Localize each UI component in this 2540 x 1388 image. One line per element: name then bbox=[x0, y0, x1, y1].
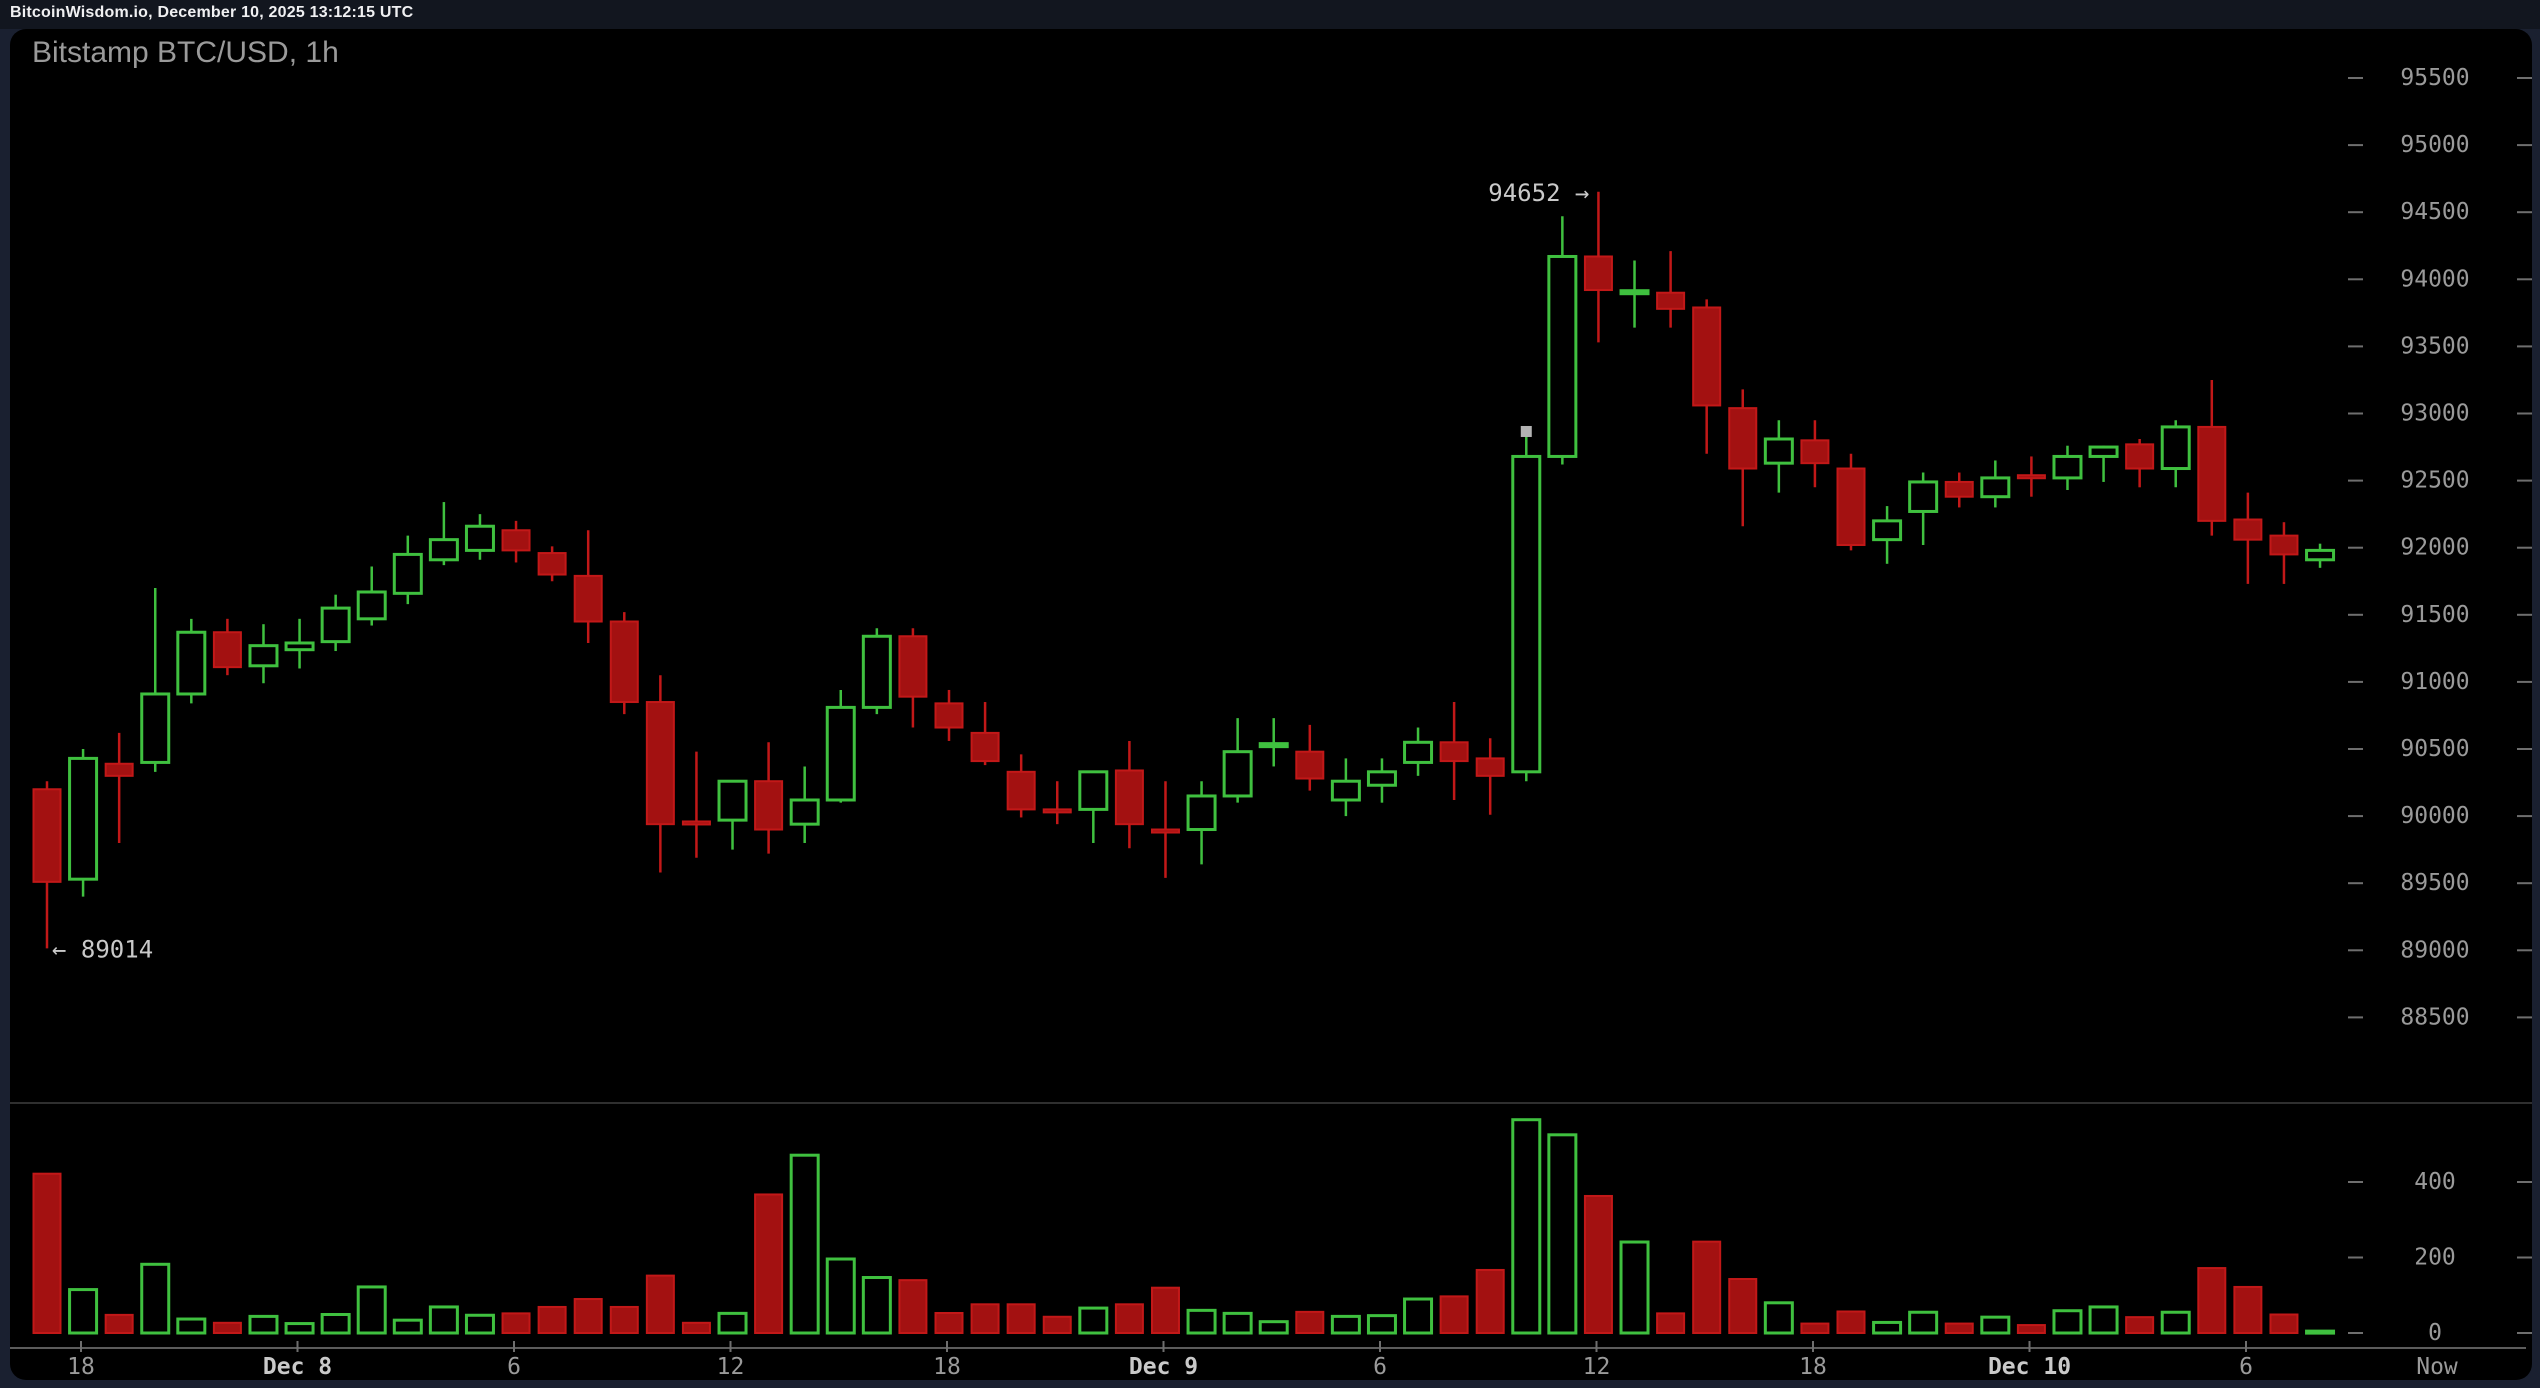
svg-text:200: 200 bbox=[2414, 1245, 2456, 1271]
svg-text:94000: 94000 bbox=[2400, 266, 2469, 292]
svg-text:94652 →: 94652 → bbox=[1488, 179, 1589, 207]
svg-text:Dec 8: Dec 8 bbox=[263, 1354, 332, 1380]
svg-text:95500: 95500 bbox=[2400, 65, 2469, 91]
svg-text:12: 12 bbox=[1583, 1354, 1611, 1380]
chart-title: Bitstamp BTC/USD, 1h bbox=[32, 36, 339, 69]
svg-text:92000: 92000 bbox=[2400, 535, 2469, 561]
svg-text:90000: 90000 bbox=[2400, 803, 2469, 829]
svg-text:93000: 93000 bbox=[2400, 401, 2469, 427]
topbar: BitcoinWisdom.io, December 10, 2025 13:1… bbox=[0, 0, 2540, 29]
chart-panel bbox=[10, 29, 2532, 1380]
svg-text:Dec 9: Dec 9 bbox=[1129, 1354, 1198, 1380]
svg-text:18: 18 bbox=[933, 1354, 961, 1380]
svg-text:91500: 91500 bbox=[2400, 602, 2469, 628]
svg-text:6: 6 bbox=[507, 1354, 521, 1380]
svg-text:92500: 92500 bbox=[2400, 468, 2469, 494]
svg-text:89500: 89500 bbox=[2400, 870, 2469, 896]
svg-text:90500: 90500 bbox=[2400, 736, 2469, 762]
svg-text:6: 6 bbox=[1373, 1354, 1387, 1380]
svg-text:18: 18 bbox=[1799, 1354, 1827, 1380]
svg-text:18: 18 bbox=[67, 1354, 95, 1380]
site-and-time-label: BitcoinWisdom.io, December 10, 2025 13:1… bbox=[10, 4, 414, 21]
svg-text:12: 12 bbox=[717, 1354, 745, 1380]
svg-text:93500: 93500 bbox=[2400, 333, 2469, 359]
svg-text:94500: 94500 bbox=[2400, 199, 2469, 225]
trade-marker bbox=[1520, 425, 1532, 437]
svg-text:88500: 88500 bbox=[2400, 1004, 2469, 1030]
svg-text:95000: 95000 bbox=[2400, 132, 2469, 158]
svg-text:← 89014: ← 89014 bbox=[52, 935, 153, 963]
svg-text:400: 400 bbox=[2414, 1169, 2456, 1195]
svg-text:91000: 91000 bbox=[2400, 669, 2469, 695]
svg-text:6: 6 bbox=[2239, 1354, 2253, 1380]
svg-text:0: 0 bbox=[2428, 1320, 2442, 1346]
svg-text:89000: 89000 bbox=[2400, 937, 2469, 963]
svg-text:Dec 10: Dec 10 bbox=[1988, 1354, 2071, 1380]
svg-text:Now: Now bbox=[2416, 1354, 2458, 1380]
